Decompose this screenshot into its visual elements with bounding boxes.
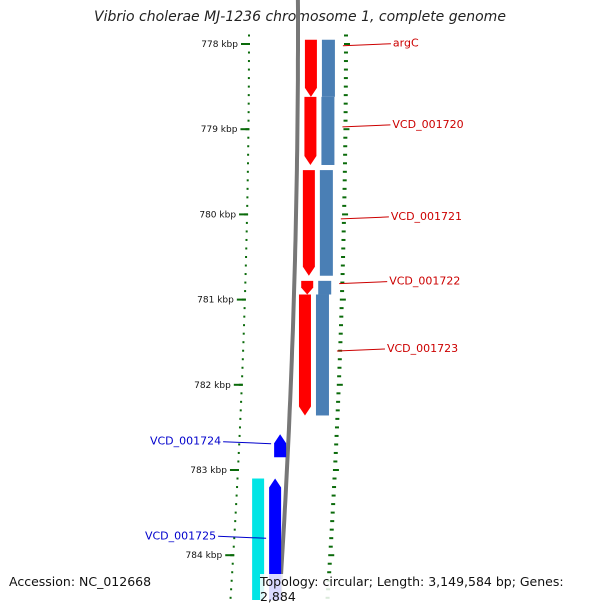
ruler-label: 778 kbp [201,40,238,50]
leader-line [218,535,267,539]
gene-label-argc[interactable]: argC [393,37,419,50]
ruler-label: 779 kbp [201,125,238,135]
gene-label-vcd_001720[interactable]: VCD_001720 [392,118,463,131]
cds-bar-vcd_001723[interactable] [315,294,329,416]
gene-label-vcd_001723[interactable]: VCD_001723 [387,342,458,355]
cds-bar-vcd_001722[interactable] [318,280,332,295]
ruler-label: 780 kbp [199,210,236,220]
cds-bar-vcd_001725[interactable] [252,478,265,600]
accession-text: Accession: NC_012668 [9,574,152,589]
gene-arrow-argc[interactable] [304,39,317,97]
gene-label-vcd_001724[interactable]: VCD_001724 [150,435,221,448]
ruler-label: 782 kbp [194,381,231,391]
gene-arrow-vcd_001722[interactable] [301,280,314,295]
gene-arrow-vcd_001721[interactable] [302,170,315,276]
cds-bar-vcd_001720[interactable] [321,96,335,165]
ruler-label: 784 kbp [186,551,223,561]
leader-line [223,441,272,445]
gene-arrow-vcd_001720[interactable] [304,96,317,165]
genome-summary: Topology: circular; Length: 3,149,584 bp… [260,574,600,604]
gene-arrow-vcd_001724[interactable] [274,434,287,458]
leader-line [342,124,391,128]
leader-line [342,43,391,47]
gene-label-vcd_001721[interactable]: VCD_001721 [391,210,462,223]
leader-line [339,281,388,285]
ruler-label: 781 kbp [197,296,234,306]
leader-line [340,216,389,220]
chromosome-backbone [277,0,300,600]
gene-arrow-vcd_001725[interactable] [269,478,282,600]
gene-label-vcd_001722[interactable]: VCD_001722 [389,275,460,288]
cds-bar-argc[interactable] [321,39,335,97]
gene-arrow-vcd_001723[interactable] [298,294,311,416]
ruler-label: 783 kbp [190,466,227,476]
cds-bar-vcd_001721[interactable] [319,170,333,276]
gene-label-vcd_001725[interactable]: VCD_001725 [145,529,216,542]
leader-line [336,348,385,352]
